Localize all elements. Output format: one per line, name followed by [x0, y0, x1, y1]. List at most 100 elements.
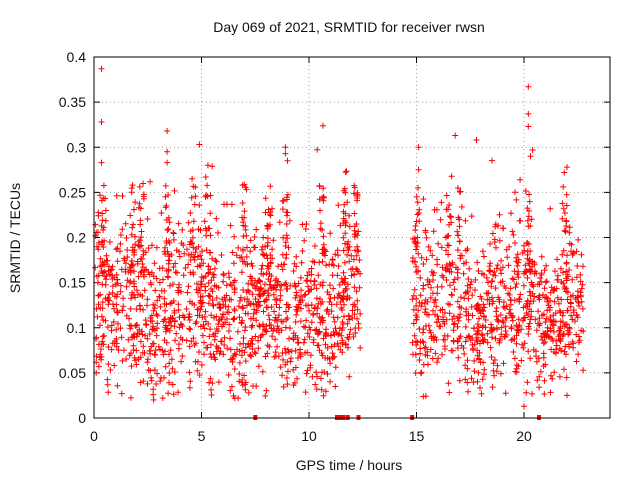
data-point — [344, 251, 351, 258]
data-point — [113, 301, 120, 308]
data-point — [175, 220, 182, 227]
data-point — [118, 390, 125, 397]
data-point — [131, 354, 138, 361]
data-point — [493, 244, 499, 251]
data-point — [430, 228, 437, 235]
data-point — [186, 325, 193, 332]
data-point — [166, 379, 172, 386]
data-point — [525, 260, 532, 267]
data-point — [133, 361, 140, 368]
data-point — [512, 284, 519, 291]
data-point — [163, 202, 170, 209]
data-point — [471, 357, 478, 364]
data-point — [520, 344, 527, 351]
data-point — [488, 354, 495, 360]
data-point — [489, 384, 496, 391]
data-point — [497, 370, 504, 377]
data-point — [196, 372, 203, 378]
data-point — [253, 301, 260, 308]
data-point — [443, 247, 449, 254]
data-point — [207, 232, 214, 239]
data-point — [249, 263, 256, 269]
data-point — [422, 306, 429, 313]
data-point — [206, 379, 213, 386]
data-point — [128, 394, 134, 401]
data-point — [541, 391, 548, 397]
data-point — [150, 273, 157, 280]
data-point — [515, 316, 522, 323]
data-point — [510, 231, 517, 238]
data-point — [148, 312, 155, 319]
data-point — [239, 304, 246, 311]
data-point — [346, 316, 353, 323]
data-point — [266, 343, 273, 350]
data-point — [190, 269, 197, 276]
data-point — [271, 353, 278, 360]
data-point — [357, 310, 364, 317]
data-point — [356, 257, 363, 263]
data-point — [355, 228, 362, 235]
data-point — [211, 282, 218, 289]
data-point — [149, 326, 156, 333]
data-point — [192, 249, 199, 256]
data-point — [176, 314, 183, 321]
data-point — [561, 348, 568, 355]
data-point — [233, 252, 240, 259]
data-point — [559, 251, 566, 258]
data-point-outlier — [525, 123, 532, 130]
data-point — [288, 355, 294, 362]
data-point — [553, 342, 560, 349]
data-point — [187, 238, 194, 245]
data-point — [566, 229, 573, 236]
data-point — [492, 335, 499, 342]
data-point — [524, 239, 531, 246]
data-point — [508, 325, 515, 332]
data-point — [192, 320, 199, 327]
data-point — [560, 280, 567, 287]
data-point — [231, 315, 238, 322]
data-point — [107, 367, 114, 373]
data-point — [147, 178, 154, 185]
data-point — [461, 350, 468, 357]
data-point — [296, 349, 303, 356]
data-point — [316, 329, 323, 336]
data-point — [204, 344, 211, 351]
data-point — [111, 362, 118, 369]
data-point — [97, 192, 103, 199]
data-point — [162, 348, 168, 355]
y-tick-label: 0.4 — [67, 49, 87, 65]
data-point — [351, 210, 358, 217]
data-point — [109, 263, 116, 270]
data-point — [456, 377, 463, 384]
data-point — [145, 356, 151, 363]
data-point — [160, 276, 166, 283]
data-point — [168, 356, 175, 363]
data-point — [526, 257, 533, 264]
data-point — [328, 308, 335, 315]
data-point — [464, 246, 471, 252]
data-point — [242, 226, 249, 233]
data-point — [185, 314, 192, 321]
data-point — [285, 368, 291, 375]
data-point — [513, 340, 520, 347]
data-point — [206, 225, 213, 232]
data-point — [340, 234, 347, 241]
data-point — [526, 306, 533, 313]
data-point — [240, 335, 247, 341]
data-point — [433, 303, 440, 310]
data-point — [327, 360, 334, 367]
data-point — [99, 313, 105, 320]
data-point — [277, 297, 284, 304]
data-point — [123, 283, 130, 290]
data-point — [414, 314, 421, 321]
data-point — [185, 219, 192, 226]
data-point — [505, 262, 512, 269]
data-point — [352, 247, 359, 254]
data-point — [564, 271, 571, 278]
data-point — [256, 302, 263, 309]
data-point — [170, 391, 177, 398]
data-point — [134, 322, 141, 329]
data-point — [130, 342, 137, 349]
data-point — [411, 332, 418, 339]
data-point-outlier — [521, 403, 527, 410]
